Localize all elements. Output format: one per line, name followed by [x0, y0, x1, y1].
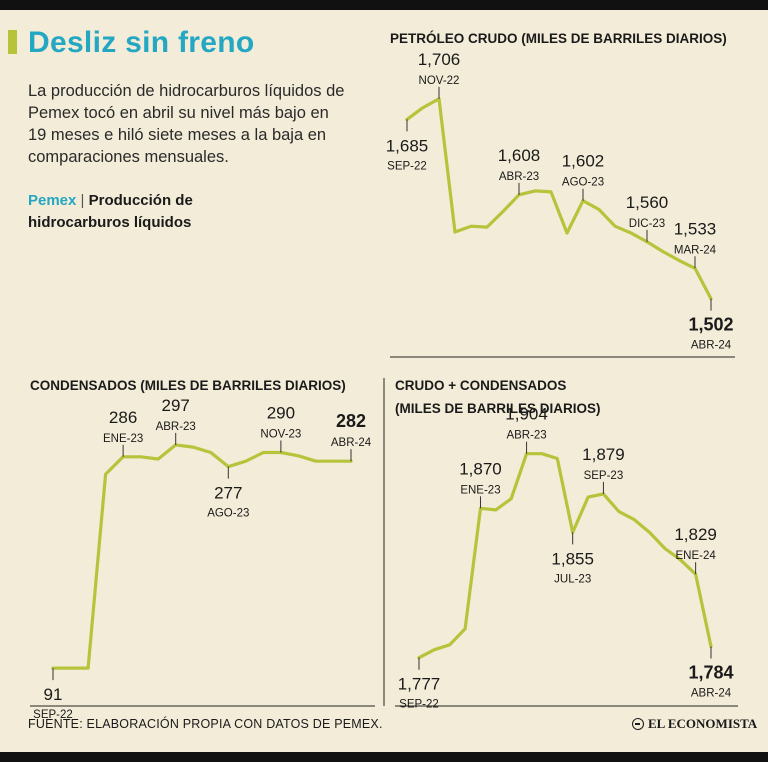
condensados-value-label-5: 282 [336, 411, 366, 431]
crudo-date-label-3: AGO-23 [562, 177, 604, 189]
total-date-label-3: JUL-23 [554, 573, 591, 585]
total-chart-title-units: (MILES DE BARRILES DIARIOS) [395, 401, 601, 416]
page-title: Desliz sin freno [28, 26, 255, 59]
bottom-bar [0, 752, 768, 762]
crudo-date-label-5: MAR-24 [674, 244, 717, 256]
crudo-series-line [405, 97, 713, 301]
condensados-date-label-3: AGO-23 [207, 508, 249, 520]
source-line: Pemex | Producción de hidrocarburos líqu… [28, 190, 248, 234]
crudo-value-label-3: 1,602 [562, 152, 605, 171]
condensados-value-label-2: 297 [162, 396, 190, 415]
total-value-label-0: 1,777 [398, 675, 441, 694]
total-date-label-0: SEP-22 [399, 699, 439, 711]
title-accent [8, 30, 17, 54]
total-date-label-4: SEP-23 [584, 470, 624, 482]
total-date-label-6: ABR-24 [691, 687, 732, 699]
source-description: Producción de hidrocarburos líquidos [28, 192, 193, 231]
condensados-value-label-3: 277 [214, 484, 242, 503]
total-series-line [417, 452, 713, 660]
crudo-date-label-0: SEP-22 [387, 160, 427, 172]
crudo-value-label-6: 1,502 [688, 315, 733, 335]
condensados-date-label-2: ABR-23 [156, 421, 196, 433]
condensados-value-label-0: 91 [44, 685, 63, 704]
total-chart-title: CRUDO + CONDENSADOS [395, 378, 566, 393]
brand-logo: EL ECONOMISTA [632, 716, 757, 732]
footer-source: FUENTE: ELABORACIÓN PROPIA CON DATOS DE … [28, 717, 383, 731]
condensados-chart-title: CONDENSADOS (MILES DE BARRILES DIARIOS) [30, 378, 346, 393]
total-value-label-4: 1,879 [582, 445, 625, 464]
total-value-label-1: 1,870 [459, 459, 502, 478]
condensados-value-label-1: 286 [109, 408, 137, 427]
brand-name: EL ECONOMISTA [648, 716, 758, 731]
total-value-label-6: 1,784 [688, 662, 733, 682]
page-subtitle: La producción de hidrocarburos líquidos … [28, 82, 345, 166]
top-bar [0, 0, 768, 10]
crudo-value-label-2: 1,608 [498, 146, 541, 165]
plots-group: 1,685 SEP-22 1,706 NOV-22 1,608 ABR-23 1,602 AG… [33, 50, 733, 721]
crudo-date-label-2: ABR-23 [499, 171, 539, 183]
crudo-date-label-6: ABR-24 [691, 340, 732, 352]
total-value-label-5: 1,829 [674, 525, 717, 544]
brand-icon [632, 718, 644, 730]
crudo-date-label-4: DIC-23 [629, 218, 665, 230]
condensados-date-label-0: SEP-22 [33, 709, 73, 721]
total-date-label-5: ENE-24 [675, 550, 716, 562]
crudo-value-label-4: 1,560 [626, 193, 669, 212]
condensados-date-label-4: NOV-23 [260, 429, 301, 441]
total-date-label-2: ABR-23 [506, 430, 546, 442]
crudo-value-label-5: 1,533 [674, 219, 717, 238]
crudo-value-label-0: 1,685 [386, 136, 429, 155]
condensados-value-label-4: 290 [267, 404, 295, 423]
condensados-date-label-1: ENE-23 [103, 433, 143, 445]
total-value-label-2: 1,904 [505, 405, 548, 424]
source-name: Pemex [28, 192, 77, 209]
crudo-chart-title: PETRÓLEO CRUDO (MILES DE BARRILES DIARIO… [390, 31, 727, 46]
crudo-date-label-1: NOV-22 [419, 75, 460, 87]
total-date-label-1: ENE-23 [460, 484, 500, 496]
condensados-series-line [51, 443, 353, 670]
source-separator: | [80, 192, 85, 209]
total-value-label-3: 1,855 [551, 549, 594, 568]
crudo-value-label-1: 1,706 [418, 50, 461, 69]
condensados-date-label-5: ABR-24 [331, 437, 372, 449]
